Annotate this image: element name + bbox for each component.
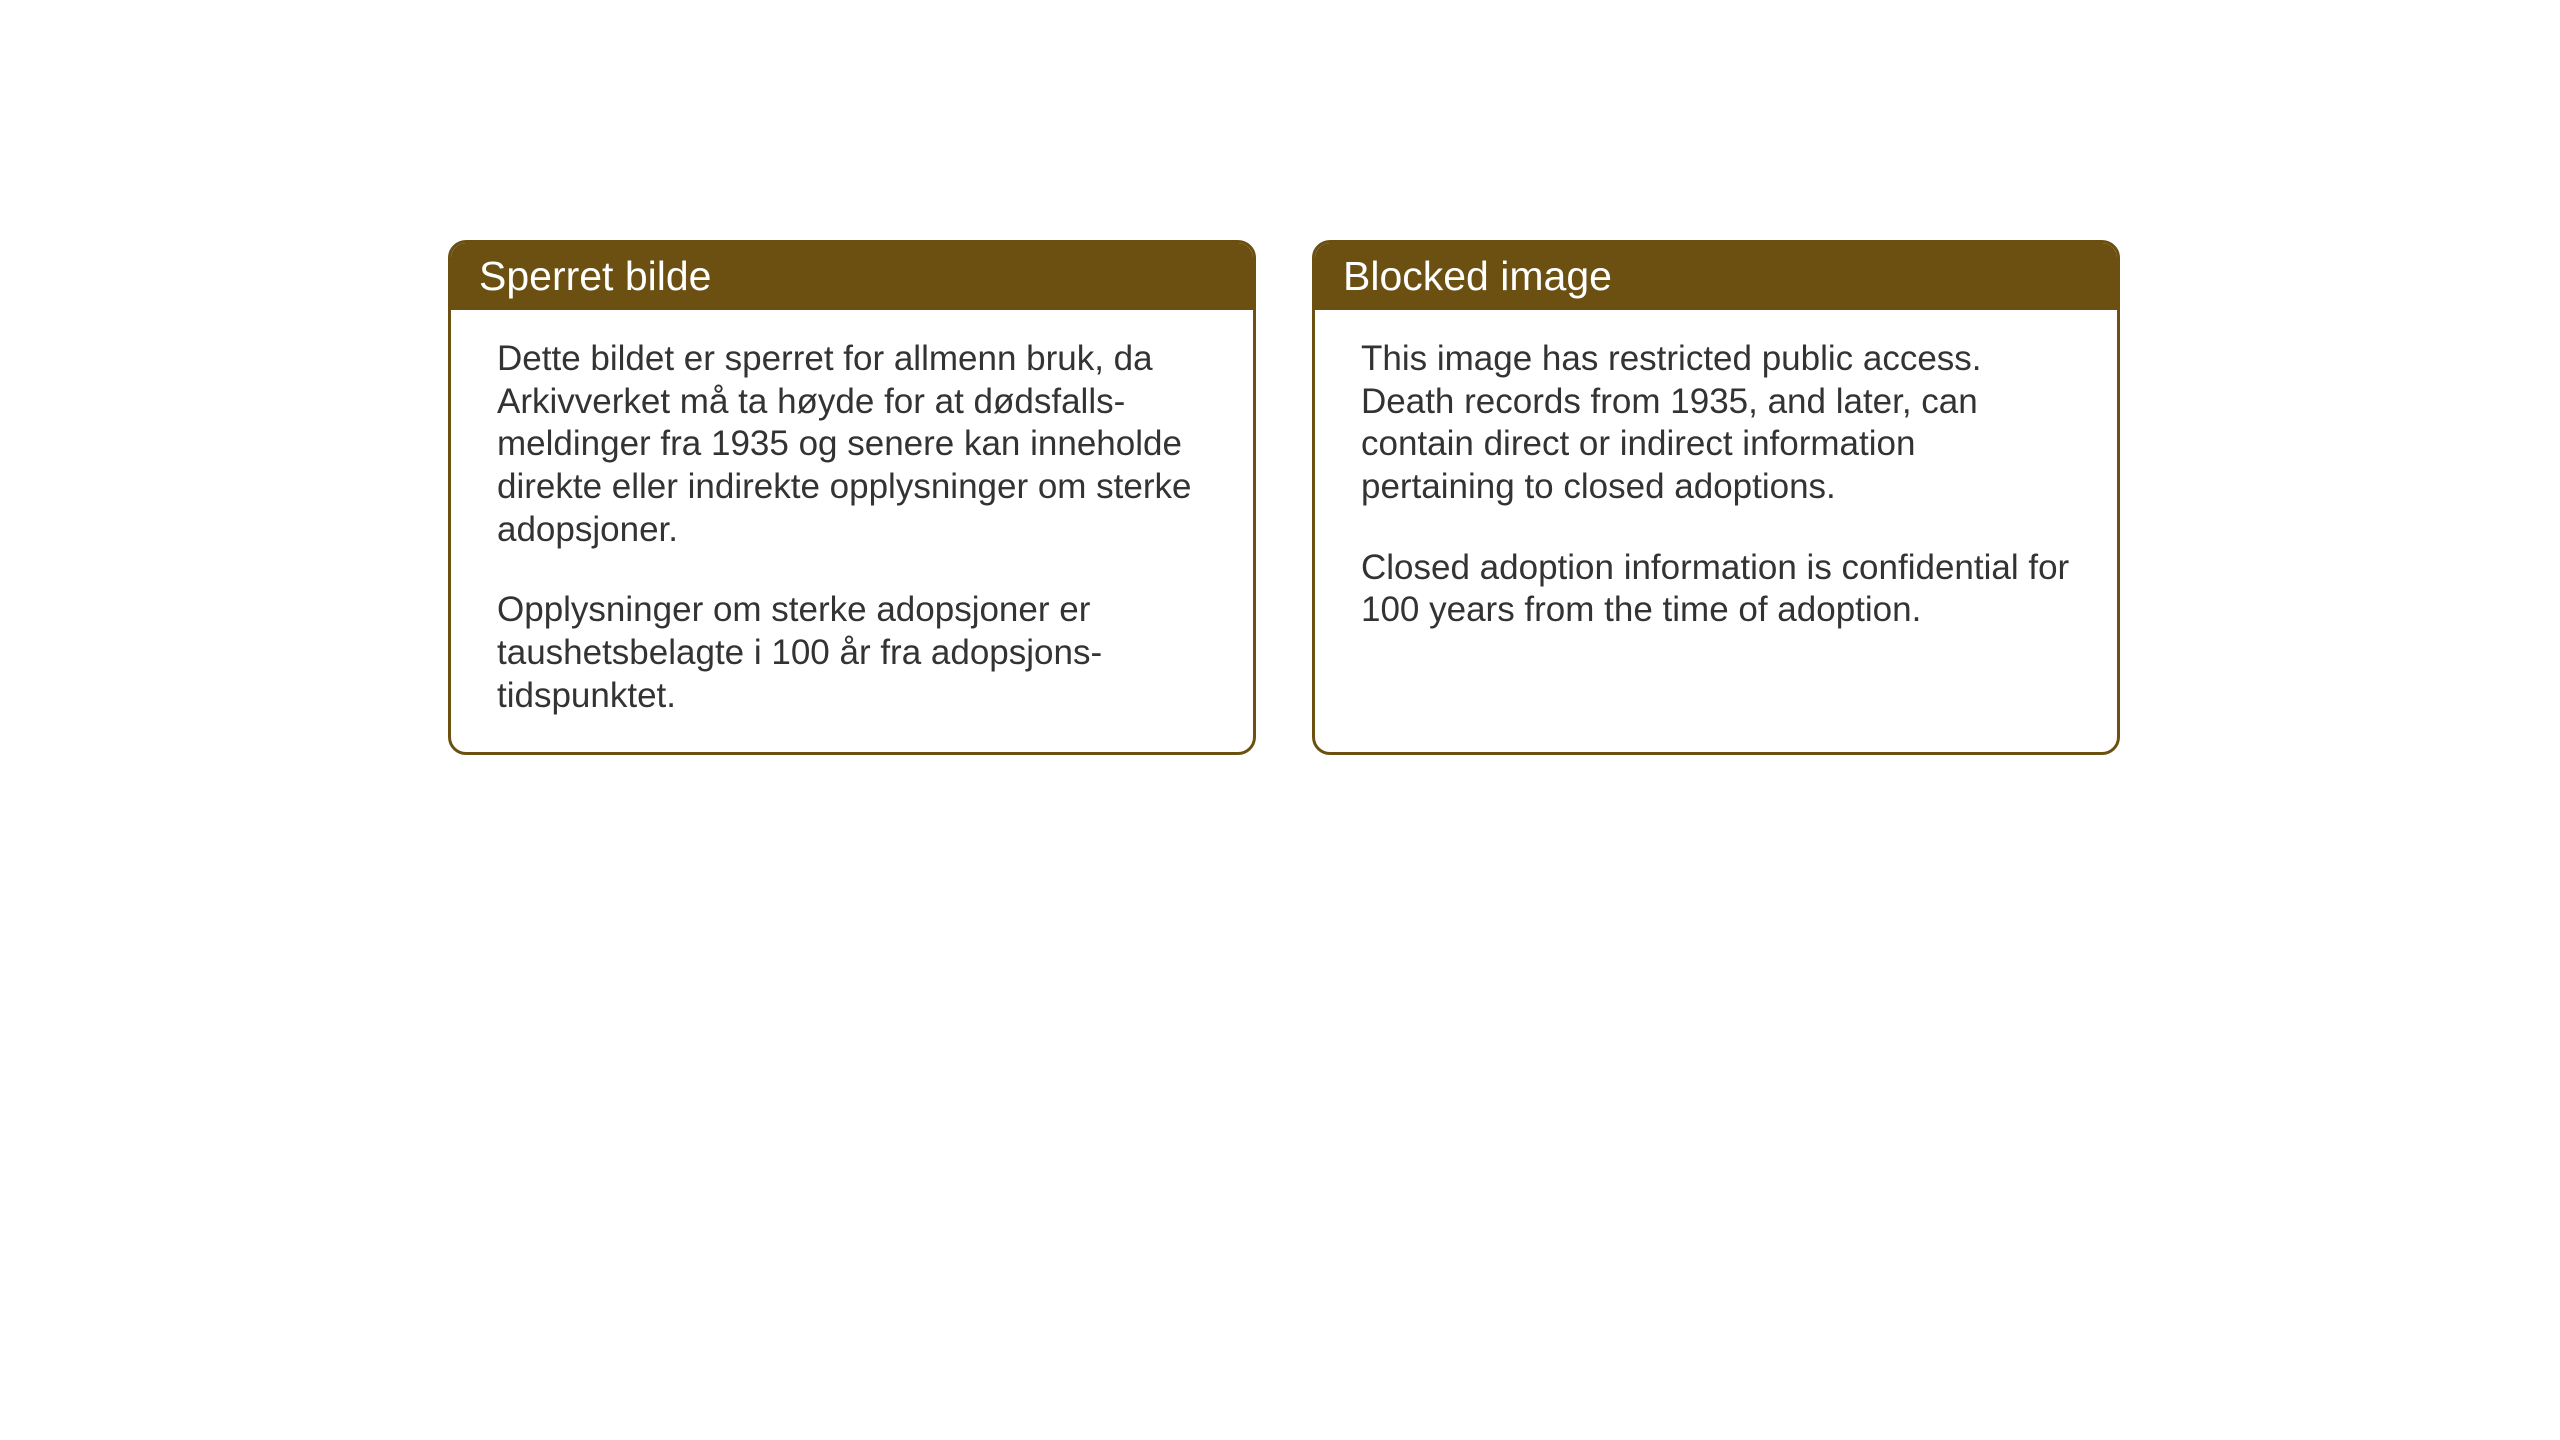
norwegian-paragraph-2: Opplysninger om sterke adopsjoner er tau… [497,589,1207,717]
notice-cards-container: Sperret bilde Dette bildet er sperret fo… [448,240,2120,755]
english-notice-card: Blocked image This image has restricted … [1312,240,2120,755]
norwegian-card-title: Sperret bilde [451,243,1253,310]
english-paragraph-2: Closed adoption information is confident… [1361,547,2071,632]
norwegian-notice-card: Sperret bilde Dette bildet er sperret fo… [448,240,1256,755]
english-card-title: Blocked image [1315,243,2117,310]
norwegian-paragraph-1: Dette bildet er sperret for allmenn bruk… [497,338,1207,551]
english-card-body: This image has restricted public access.… [1315,310,2117,712]
english-paragraph-1: This image has restricted public access.… [1361,338,2071,509]
norwegian-card-body: Dette bildet er sperret for allmenn bruk… [451,310,1253,752]
